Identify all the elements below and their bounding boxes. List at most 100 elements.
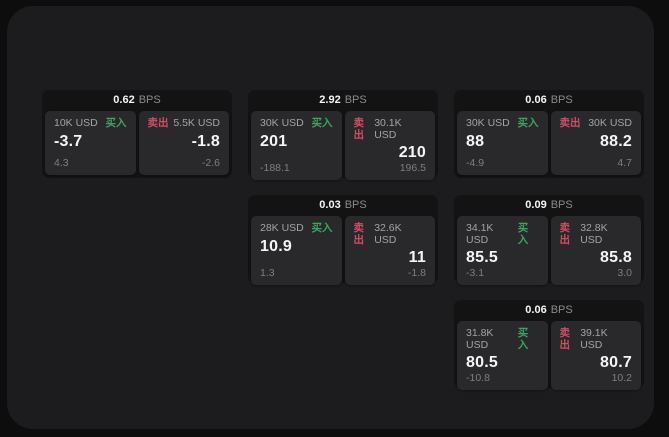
- sell-amount: 39.1K USD: [580, 327, 608, 351]
- sell-amount: 5.5K USD: [173, 117, 220, 129]
- buy-amount: 31.8K USD: [466, 327, 494, 351]
- bps-unit-label: BPS: [344, 94, 367, 106]
- sell-cell-top: 卖出 32.8K USD: [559, 222, 633, 246]
- sell-delta: -2.6: [201, 157, 220, 169]
- quote-card: 0.62 BPS 10K USD 买入 -3.7 4.3 卖出 5.5K USD…: [42, 90, 232, 178]
- buy-delta: -4.9: [466, 157, 485, 169]
- sell-side-label: 卖出: [559, 327, 571, 351]
- sell-cell-top: 卖出 5.5K USD: [147, 117, 221, 130]
- buy-delta: -188.1: [260, 162, 290, 175]
- sell-cell[interactable]: 卖出 5.5K USD -1.8 -2.6: [138, 111, 229, 175]
- buy-side-label: 买入: [311, 117, 333, 129]
- sell-amount: 30K USD: [588, 117, 632, 129]
- sell-delta: 196.5: [399, 162, 426, 175]
- sell-cell-top: 卖出 39.1K USD: [559, 327, 633, 351]
- sell-side-label: 卖出: [353, 222, 365, 246]
- buy-side-label: 买入: [517, 222, 529, 246]
- bps-value: 0.62: [113, 94, 135, 106]
- buy-amount: 10K USD: [54, 117, 98, 129]
- bps-header: 0.09 BPS: [457, 195, 641, 216]
- sell-delta: -1.8: [407, 267, 426, 280]
- sell-cell[interactable]: 卖出 30K USD 88.2 4.7: [550, 111, 641, 175]
- sell-price: -1.8: [191, 132, 220, 150]
- buy-cell-top: 34.1K USD 买入: [466, 222, 539, 246]
- bps-unit-label: BPS: [550, 199, 573, 211]
- sell-side-label: 卖出: [147, 117, 169, 129]
- sell-amount: 32.6K USD: [374, 222, 402, 246]
- main-panel: 0.62 BPS 10K USD 买入 -3.7 4.3 卖出 5.5K USD…: [7, 6, 654, 429]
- card-body: 30K USD 买入 201 -188.1 卖出 30.1K USD 210 1…: [251, 111, 435, 181]
- buy-price: 10.9: [260, 237, 292, 255]
- sell-price: 80.7: [600, 354, 632, 372]
- buy-cell-top: 30K USD 买入: [260, 117, 333, 130]
- quote-card: 0.03 BPS 28K USD 买入 10.9 1.3 卖出 32.6K US…: [248, 195, 438, 286]
- sell-cell[interactable]: 卖出 39.1K USD 80.7 10.2: [550, 321, 641, 391]
- buy-side-label: 买入: [517, 117, 539, 129]
- sell-side-label: 卖出: [559, 117, 581, 129]
- bps-value: 0.06: [525, 304, 547, 316]
- sell-amount: 32.8K USD: [580, 222, 608, 246]
- buy-cell-top: 28K USD 买入: [260, 222, 333, 235]
- buy-cell-top: 30K USD 买入: [466, 117, 539, 130]
- buy-delta: -3.1: [466, 267, 485, 280]
- card-body: 34.1K USD 买入 85.5 -3.1 卖出 32.8K USD 85.8…: [457, 216, 641, 286]
- sell-price: 85.8: [600, 249, 632, 267]
- buy-cell[interactable]: 31.8K USD 买入 80.5 -10.8: [457, 321, 548, 391]
- buy-amount: 34.1K USD: [466, 222, 494, 246]
- bps-value: 0.03: [319, 199, 341, 211]
- sell-cell-top: 卖出 30.1K USD: [353, 117, 427, 141]
- buy-delta: 1.3: [260, 267, 275, 280]
- buy-amount: 28K USD: [260, 222, 304, 234]
- bps-unit-label: BPS: [550, 94, 573, 106]
- buy-delta: 4.3: [54, 157, 69, 169]
- sell-price: 11: [408, 249, 426, 267]
- buy-side-label: 买入: [105, 117, 127, 129]
- buy-price: 88: [466, 132, 485, 150]
- buy-cell[interactable]: 30K USD 买入 88 -4.9: [457, 111, 548, 175]
- buy-price: 201: [260, 132, 288, 150]
- buy-cell[interactable]: 28K USD 买入 10.9 1.3: [251, 216, 342, 286]
- buy-side-label: 买入: [517, 327, 529, 351]
- card-body: 30K USD 买入 88 -4.9 卖出 30K USD 88.2 4.7: [457, 111, 641, 175]
- sell-delta: 10.2: [611, 372, 632, 385]
- quote-card: 0.06 BPS 30K USD 买入 88 -4.9 卖出 30K USD 8…: [454, 90, 644, 178]
- card-body: 31.8K USD 买入 80.5 -10.8 卖出 39.1K USD 80.…: [457, 321, 641, 391]
- buy-cell[interactable]: 10K USD 买入 -3.7 4.3: [45, 111, 136, 175]
- sell-amount: 30.1K USD: [374, 117, 402, 141]
- bps-value: 0.06: [525, 94, 547, 106]
- sell-delta: 3.0: [617, 267, 632, 280]
- sell-cell[interactable]: 卖出 32.6K USD 11 -1.8: [344, 216, 435, 286]
- bps-unit-label: BPS: [138, 94, 161, 106]
- buy-cell[interactable]: 34.1K USD 买入 85.5 -3.1: [457, 216, 548, 286]
- quote-card: 2.92 BPS 30K USD 买入 201 -188.1 卖出 30.1K …: [248, 90, 438, 181]
- bps-header: 2.92 BPS: [251, 90, 435, 111]
- bps-value: 2.92: [319, 94, 341, 106]
- bps-unit-label: BPS: [550, 304, 573, 316]
- sell-delta: 4.7: [617, 157, 632, 169]
- sell-price: 210: [398, 144, 426, 162]
- bps-value: 0.09: [525, 199, 547, 211]
- buy-cell-top: 10K USD 买入: [54, 117, 127, 130]
- bps-header: 0.06 BPS: [457, 300, 641, 321]
- quote-card: 0.06 BPS 31.8K USD 买入 80.5 -10.8 卖出 39.1…: [454, 300, 644, 391]
- buy-cell-top: 31.8K USD 买入: [466, 327, 539, 351]
- buy-amount: 30K USD: [260, 117, 304, 129]
- sell-side-label: 卖出: [353, 117, 365, 141]
- sell-cell[interactable]: 卖出 32.8K USD 85.8 3.0: [550, 216, 641, 286]
- bps-unit-label: BPS: [344, 199, 367, 211]
- buy-amount: 30K USD: [466, 117, 510, 129]
- sell-side-label: 卖出: [559, 222, 571, 246]
- buy-price: -3.7: [54, 132, 83, 150]
- buy-delta: -10.8: [466, 372, 490, 385]
- sell-cell-top: 卖出 32.6K USD: [353, 222, 427, 246]
- bps-header: 0.06 BPS: [457, 90, 641, 111]
- sell-price: 88.2: [600, 132, 632, 150]
- buy-side-label: 买入: [311, 222, 333, 234]
- buy-price: 80.5: [466, 354, 498, 372]
- bps-header: 0.03 BPS: [251, 195, 435, 216]
- sell-cell[interactable]: 卖出 30.1K USD 210 196.5: [344, 111, 435, 181]
- sell-cell-top: 卖出 30K USD: [559, 117, 633, 130]
- buy-price: 85.5: [466, 249, 498, 267]
- buy-cell[interactable]: 30K USD 买入 201 -188.1: [251, 111, 342, 181]
- quote-card: 0.09 BPS 34.1K USD 买入 85.5 -3.1 卖出 32.8K…: [454, 195, 644, 286]
